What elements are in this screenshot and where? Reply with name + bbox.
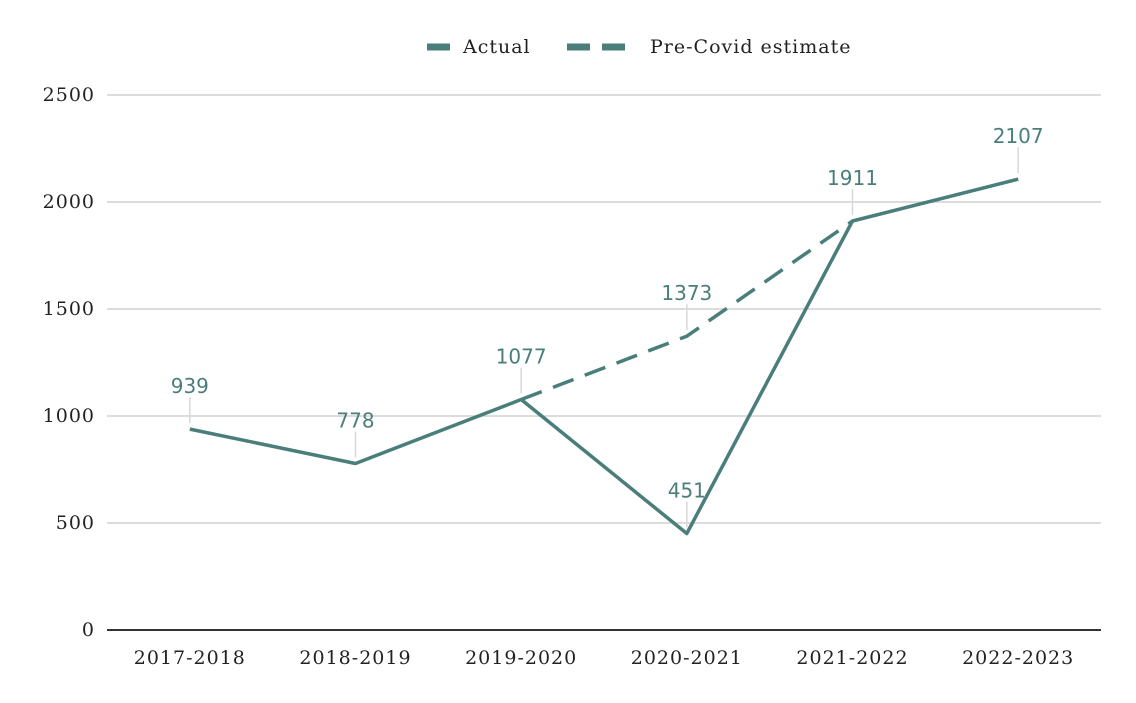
x-tick-2018-2019: 2018-2019 (299, 647, 411, 669)
legend: Actual Pre-Covid estimate (427, 36, 851, 58)
data-label-actual-2017-2018: 939 (171, 374, 209, 398)
x-axis-ticks: 2017-2018 2018-2019 2019-2020 2020-2021 2021… (134, 647, 1074, 669)
legend-label-pre-covid-estimate: Pre-Covid estimate (650, 36, 851, 58)
x-tick-2022-2023: 2022-2023 (962, 647, 1074, 669)
data-label-actual-2020-2021: 451 (668, 478, 706, 502)
x-tick-2017-2018: 2017-2018 (134, 647, 246, 669)
y-tick-0: 0 (82, 619, 95, 641)
data-label-actual-2021-2022: 1911 (827, 166, 878, 190)
x-tick-2020-2021: 2020-2021 (631, 647, 743, 669)
x-tick-2021-2022: 2021-2022 (796, 647, 908, 669)
data-label-pre-covid-estimate-2020-2021: 1373 (661, 281, 712, 305)
data-label-actual-2018-2019: 778 (336, 409, 374, 433)
y-tick-2000: 2000 (43, 191, 95, 213)
gridlines (107, 94, 1101, 631)
x-tick-2019-2020: 2019-2020 (465, 647, 577, 669)
data-label-actual-2019-2020: 1077 (496, 345, 547, 369)
series (189, 177, 1019, 536)
y-tick-1500: 1500 (43, 298, 95, 320)
y-tick-500: 500 (56, 512, 95, 534)
series-line-actual (189, 177, 1019, 536)
y-axis-ticks: 0 500 1000 1500 2000 2500 (43, 84, 95, 641)
y-tick-2500: 2500 (43, 84, 95, 106)
y-tick-1000: 1000 (43, 405, 95, 427)
data-labels: 939 778 1077 451 1911 2107 1373 (171, 124, 1044, 528)
series-line-pre-covid-estimate (520, 219, 854, 402)
data-label-actual-2022-2023: 2107 (993, 124, 1044, 148)
legend-label-actual: Actual (462, 36, 531, 58)
